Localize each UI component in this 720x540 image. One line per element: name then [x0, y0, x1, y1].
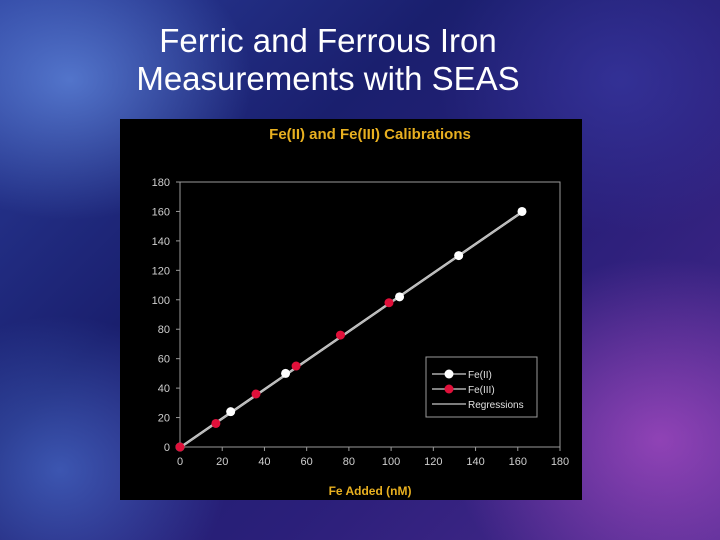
y-axis: 0 20 40 60 80 100 120 140 160 180 [152, 177, 180, 454]
regression-line [179, 212, 523, 449]
x-tick-label: 0 [177, 456, 183, 468]
y-tick-label: 20 [158, 413, 170, 425]
data-point-feiii [175, 442, 185, 452]
slide-title: Ferric and Ferrous Iron Measurements wit… [118, 22, 538, 98]
data-point-feiii [291, 361, 301, 371]
calibration-chart: Fe(II) and Fe(III) Calibrations 0 20 40 60 8… [152, 126, 570, 498]
x-tick-label: 100 [382, 456, 400, 468]
data-point-feiii [384, 298, 394, 308]
data-point-feii [395, 292, 405, 302]
data-point-feii [454, 251, 464, 261]
x-axis: 0 20 40 60 80 100 120 140 160 180 [177, 447, 569, 468]
data-point-feiii [335, 330, 345, 340]
legend-marker-feiii [444, 384, 454, 394]
legend-box [425, 356, 538, 418]
y-tick-label: 140 [152, 236, 170, 248]
plot-frame [179, 181, 561, 448]
data-point-feiii [211, 418, 221, 428]
y-tick-label: 100 [152, 295, 170, 307]
data-point-feii [226, 407, 236, 417]
y-tick-label: 80 [158, 324, 170, 336]
data-point-feii [517, 206, 527, 216]
x-tick-label: 160 [509, 456, 527, 468]
x-axis-title: Fe Added (nM) [329, 484, 412, 498]
x-tick-label: 80 [343, 456, 355, 468]
legend-label-regressions: Regressions [468, 400, 524, 411]
regression-lines [179, 210, 523, 449]
x-tick-label: 180 [551, 456, 569, 468]
x-tick-label: 140 [466, 456, 484, 468]
y-tick-label: 60 [158, 354, 170, 366]
data-point-feiii [251, 389, 261, 399]
y-tick-label: 180 [152, 177, 170, 189]
slide-title-line-1: Ferric and Ferrous Iron [159, 22, 497, 59]
y-tick-label: 160 [152, 206, 170, 218]
legend-marker-feii [444, 369, 454, 379]
legend-label-feii: Fe(II) [468, 370, 492, 381]
chart-legend: Fe(II) Fe(III) Regressions [425, 356, 538, 418]
chart-title: Fe(II) and Fe(III) Calibrations [269, 126, 471, 143]
x-tick-label: 20 [216, 456, 228, 468]
y-tick-label: 120 [152, 265, 170, 277]
x-tick-label: 120 [424, 456, 442, 468]
y-tick-label: 40 [158, 383, 170, 395]
data-points [175, 206, 527, 452]
legend-label-feiii: Fe(III) [468, 385, 495, 396]
data-point-feii [281, 368, 291, 378]
x-tick-label: 40 [258, 456, 270, 468]
chart-panel: Fe(II) and Fe(III) Calibrations 0 20 40 60 8… [120, 119, 582, 500]
x-tick-label: 60 [301, 456, 313, 468]
slide-title-line-2: Measurements with SEAS [136, 60, 520, 97]
y-tick-label: 0 [164, 442, 170, 454]
regression-line [179, 210, 523, 448]
